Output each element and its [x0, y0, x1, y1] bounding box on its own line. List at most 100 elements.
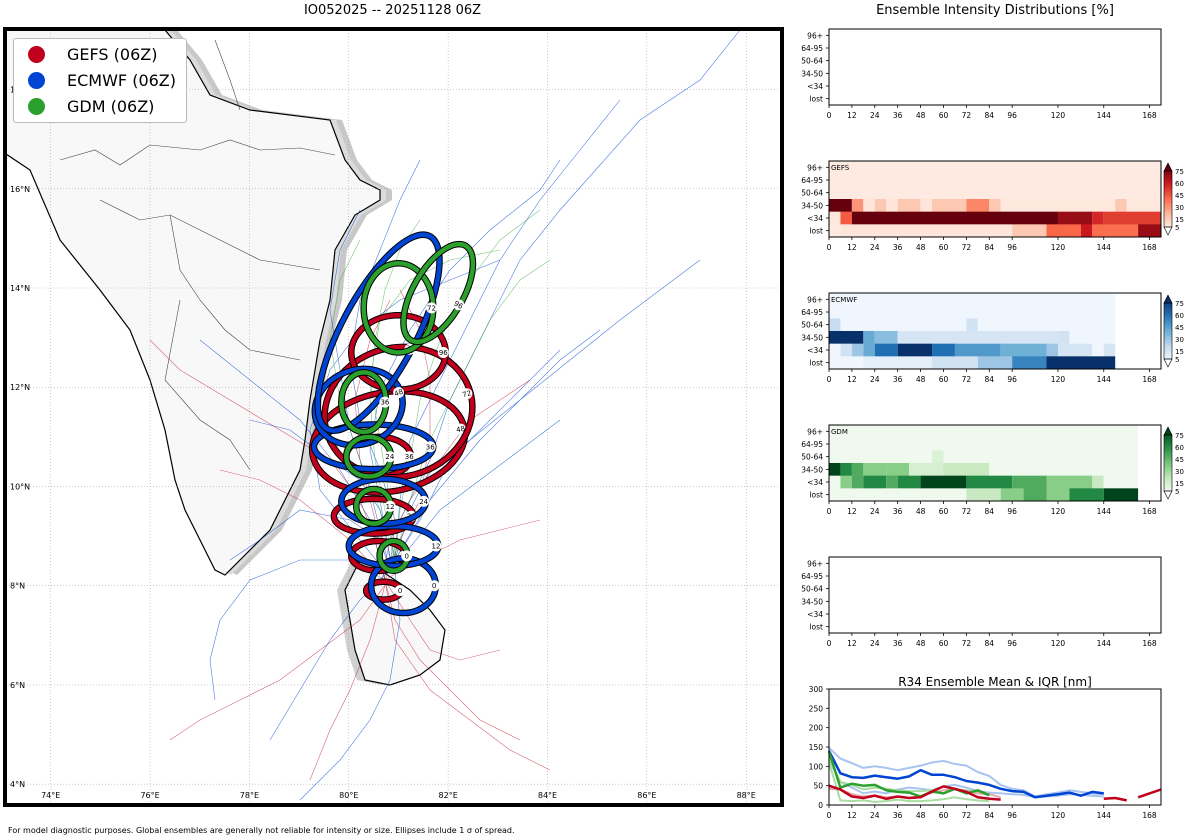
heatmap-frame [828, 556, 1162, 634]
heatmap-cell [977, 356, 1013, 370]
lat-tick-label: 6°N [10, 681, 25, 690]
colorbar-segment [1164, 172, 1172, 176]
x-tick-label: 60 [939, 507, 949, 516]
r34-x-tick-label: 0 [827, 811, 832, 820]
r34-x-tick-label: 72 [962, 811, 972, 820]
ellipse-gdm-12: 12 [352, 485, 396, 527]
ellipse-gefs-0: 0 [362, 578, 406, 603]
tau-label: 12 [386, 503, 395, 511]
x-tick-label: 0 [827, 375, 832, 384]
heatmap-cell [966, 488, 1001, 502]
heatmap-cell [863, 356, 933, 370]
heatmap-cell [829, 293, 1116, 306]
tau-label-bg [424, 441, 436, 453]
colorbar-segment [1164, 208, 1172, 211]
tau-label-bg [379, 396, 391, 408]
colorbar-segment [1164, 200, 1172, 204]
heatmap-cell [1092, 343, 1104, 357]
x-tick-label: 0 [827, 507, 832, 516]
row-label: 96+ [807, 163, 823, 172]
heatmap-cell [1000, 488, 1024, 502]
map-title: IO052025 -- 20251128 06Z [303, 3, 482, 18]
r34-series-line [1137, 788, 1162, 799]
colorbar-tick-label: 45 [1175, 192, 1184, 200]
x-tick-label: 120 [1051, 111, 1066, 120]
colorbar-tick-label: 5 [1175, 488, 1179, 496]
heatmap-cell [829, 437, 1139, 451]
row-label: 50-64 [801, 585, 823, 594]
colorbar-segment [1164, 306, 1172, 310]
colorbar-segment [1164, 310, 1172, 313]
x-tick-label: 48 [916, 111, 926, 120]
ellipse-gdm-36: 36 [338, 369, 391, 436]
tau-label: 0 [398, 587, 402, 595]
colorbar-tick-label: 60 [1175, 180, 1184, 188]
colorbar-segment [1164, 466, 1172, 470]
colorbar-segment [1164, 442, 1172, 445]
heatmap-bottom: 96+ 64-95 50-64 34-50 <34 lost 0 12 24 36 48 60 72 84… [801, 556, 1162, 648]
colorbar-segment [1164, 345, 1172, 349]
x-tick-label: 36 [893, 111, 903, 120]
colorbar-segment [1164, 463, 1172, 466]
legend-item-gefs: GEFS (06Z) [28, 43, 157, 65]
heatmap-cell [829, 305, 1116, 319]
x-tick-label: 60 [939, 639, 949, 648]
colorbar-segment [1164, 219, 1172, 222]
heatmap-cell [989, 463, 1139, 476]
x-tick-label: 168 [1142, 639, 1157, 648]
heatmap-cell [909, 463, 933, 476]
tau-label-bg [401, 550, 413, 562]
colorbar-max-arrow [1163, 294, 1173, 304]
x-tick-label: 36 [893, 639, 903, 648]
row-label: lost [809, 227, 823, 236]
heatmap-gdm: 96+ 64-95 50-64 34-50 <34 lost 0 12 24 36 48 60 72 84… [801, 424, 1184, 516]
r34-x-tick-label: 168 [1142, 811, 1157, 820]
heatmap-cell [1057, 211, 1093, 225]
heatmap-cell [886, 463, 910, 476]
heatmap-cell [977, 318, 1116, 332]
x-tick-label: 24 [870, 639, 880, 648]
r34-x-tick-label: 36 [893, 811, 903, 820]
colorbar-segment [1164, 215, 1172, 219]
heatmap-cell [1138, 224, 1161, 238]
intensity-panel-title: Ensemble Intensity Distributions [%] [876, 3, 1114, 18]
colorbar-segment [1164, 195, 1172, 198]
colorbar-segment [1164, 332, 1172, 336]
colorbar-segment [1164, 448, 1172, 451]
colorbar-segment [1164, 184, 1172, 187]
r34-series-line [828, 760, 1104, 799]
colorbar-segment [1164, 355, 1172, 358]
row-label: 50-64 [801, 57, 823, 66]
heatmap-cell [840, 475, 852, 489]
heatmap-cell [1092, 224, 1139, 238]
lat-tick-label: 10°N [10, 482, 30, 491]
heatmap-cell [840, 463, 852, 476]
heatmap-cell [1080, 224, 1093, 238]
colorbar-frame [1163, 302, 1173, 360]
colorbar-segment [1164, 327, 1172, 330]
heatmap-cell [1092, 211, 1104, 225]
colorbar-segment [1164, 319, 1172, 323]
x-tick-label: 144 [1097, 111, 1112, 120]
colorbar-segment [1164, 479, 1172, 483]
colorbar-segment [1164, 171, 1172, 174]
x-tick-label: 72 [962, 243, 972, 252]
r34-y-tick-label: 100 [809, 762, 824, 771]
heatmap-cell [1092, 475, 1104, 489]
row-label: 96+ [807, 559, 823, 568]
heatmap-cell [851, 199, 864, 212]
colorbar-segment [1164, 477, 1172, 481]
heatmap-bg [829, 29, 1161, 105]
row-label: 96+ [807, 31, 823, 40]
heatmap-cell [966, 318, 978, 332]
row-label: 64-95 [801, 176, 823, 185]
row-label: 50-64 [801, 453, 823, 462]
x-tick-label: 36 [893, 507, 903, 516]
tau-label: 24 [419, 498, 428, 506]
colorbar-segment [1164, 487, 1172, 490]
heatmap-cell [1012, 475, 1047, 489]
x-tick-label: 0 [827, 243, 832, 252]
heatmap-cell [943, 463, 990, 476]
heatmap-cell [874, 199, 887, 212]
x-tick-label: 120 [1051, 243, 1066, 252]
